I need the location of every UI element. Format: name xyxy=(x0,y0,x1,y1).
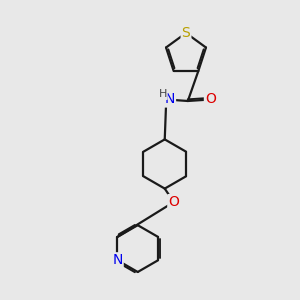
Text: O: O xyxy=(205,92,216,106)
Text: O: O xyxy=(168,195,179,209)
Text: S: S xyxy=(182,26,190,40)
Text: N: N xyxy=(165,92,175,106)
Text: H: H xyxy=(158,89,167,99)
Text: N: N xyxy=(112,253,123,267)
